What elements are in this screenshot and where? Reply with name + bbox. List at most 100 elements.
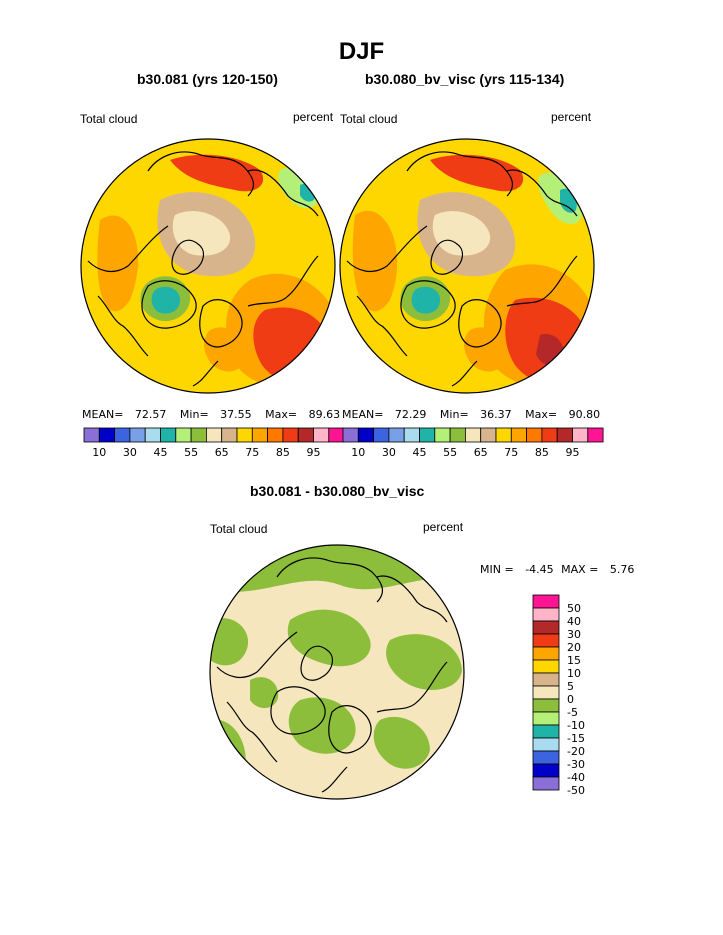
panel3-min-value: -4.45: [525, 563, 554, 576]
panel1-mean-value: 72.57: [134, 408, 167, 421]
panel2-colorbar-tick-label: 85: [535, 446, 549, 459]
difference-colorbar-swatch: [532, 750, 560, 765]
panel2-colorbar-swatch: [526, 427, 543, 443]
panel2-colorbar-tick-label: 45: [413, 446, 427, 459]
panel2-colorbar-swatch: [587, 427, 604, 443]
panel2-colorbar-swatch: [541, 427, 558, 443]
panel1-colorbar-tick-label: 10: [92, 446, 106, 459]
panel3-stats: MIN = -4.45 MAX = 5.76: [480, 563, 634, 576]
panel2-colorbar-swatch: [572, 427, 589, 443]
panel3-max-label: MAX =: [561, 563, 599, 576]
panel1-min-value: 37.55: [220, 408, 252, 421]
difference-colorbar-swatch: [532, 607, 560, 622]
panel2-colorbar-swatch: [373, 427, 390, 443]
difference-colorbar-tick-label: 0: [567, 693, 574, 706]
panel2-colorbar: 10 30 45 55 65 75 85 95: [342, 427, 604, 459]
panel1-mean-label: MEAN=: [82, 408, 124, 421]
panel2-mean-label: MEAN=: [342, 408, 384, 421]
panel3-left-label: Total cloud: [210, 522, 268, 536]
difference-colorbar-swatch: [532, 763, 560, 778]
difference-colorbar-swatch: [532, 620, 560, 635]
panel2-colorbar-swatch: [434, 427, 451, 443]
panel1-max-label: Max=: [265, 408, 298, 421]
difference-colorbar-tick-label: -10: [567, 719, 585, 732]
panel2-colorbar-swatch: [342, 427, 359, 443]
difference-title: b30.081 - b30.080_bv_visc: [250, 483, 425, 499]
panel1-colorbar-swatch: [236, 427, 253, 443]
panel1-colorbar-swatch: [175, 427, 192, 443]
panel1-min-label: Min=: [179, 408, 209, 421]
panel1-colorbar-swatch: [114, 427, 131, 443]
panel1-map-border: [80, 138, 336, 394]
panel1-max-value: 89.63: [308, 408, 341, 421]
panel2-colorbar-swatch: [480, 427, 497, 443]
difference-colorbar-swatch: [532, 776, 560, 791]
panel1-colorbar-swatch: [129, 427, 146, 443]
panel1-colorbar-swatch: [251, 427, 269, 443]
difference-colorbar-swatch: [532, 659, 560, 674]
panel2-colorbar-tick-label: 95: [566, 446, 580, 459]
panel2-map-border: [339, 138, 595, 394]
panel1-left-label: Total cloud: [80, 112, 138, 126]
difference-colorbar-swatch: [532, 594, 560, 609]
panel1-stats: MEAN= 72.57 Min= 37.55 Max= 89.63: [82, 408, 340, 421]
panel2-colorbar-tick-label: 30: [382, 446, 396, 459]
panel2-colorbar-swatch: [403, 427, 420, 443]
panel2-stats: MEAN= 72.29 Min= 36.37 Max= 90.80: [342, 408, 600, 421]
panel3-max-value: 5.76: [609, 563, 635, 576]
panel3-right-label: percent: [423, 520, 464, 534]
panel1-colorbar-swatch: [267, 427, 284, 443]
panel2-max-label: Max=: [525, 408, 558, 421]
panel1-title: b30.081 (yrs 120-150): [137, 71, 278, 87]
panel2-colorbar-tick-label: 10: [351, 446, 365, 459]
difference-colorbar-tick-label: -15: [567, 732, 585, 745]
panel2-colorbar-swatch: [449, 427, 466, 443]
panel2-colorbar-tick-label: 65: [474, 446, 488, 459]
panel1-colorbar-tick-label: 75: [245, 446, 259, 459]
difference-colorbar-tick-label: 30: [567, 628, 581, 641]
panel1-colorbar-swatch: [328, 427, 345, 443]
panel2-mean-value: 72.29: [394, 408, 427, 421]
panel2-colorbar-swatch: [388, 427, 405, 443]
difference-colorbar-swatch: [532, 724, 560, 739]
figure-title: DJF: [338, 38, 385, 65]
panel1-colorbar-swatch: [221, 427, 238, 443]
panel1-colorbar-swatch: [282, 427, 299, 443]
panel2-colorbar-swatch: [556, 427, 573, 443]
panel2-min-value: 36.37: [480, 408, 512, 421]
panel2-left-label: Total cloud: [340, 112, 398, 126]
difference-colorbar-swatch: [532, 685, 560, 700]
panel1-colorbar-swatch: [205, 427, 223, 443]
panel2-colorbar-swatch: [464, 427, 482, 443]
difference-colorbar-tick-label: -30: [567, 758, 585, 771]
panel2-colorbar-swatch: [357, 427, 374, 443]
panel2-max-value: 90.80: [568, 408, 601, 421]
panel1-colorbar-tick-label: 45: [154, 446, 168, 459]
panel2-colorbar-tick-label: 75: [504, 446, 518, 459]
difference-colorbar-tick-label: -5: [567, 706, 578, 719]
panel1-colorbar-tick-label: 55: [184, 446, 198, 459]
panel3-min-label: MIN =: [480, 563, 514, 576]
difference-colorbar-swatch: [532, 646, 560, 661]
difference-colorbar-tick-label: 10: [567, 667, 581, 680]
difference-colorbar-tick-label: -20: [567, 745, 585, 758]
panel2-min-label: Min=: [439, 408, 469, 421]
difference-map-border: [209, 544, 465, 800]
panel2-right-label: percent: [551, 110, 592, 124]
difference-colorbar-swatch: [532, 711, 560, 726]
panel2-title: b30.080_bv_visc (yrs 115-134): [365, 71, 565, 87]
panel1-colorbar-tick-label: 30: [123, 446, 137, 459]
panel1-colorbar-tick-label: 85: [276, 446, 290, 459]
difference-colorbar-tick-label: -40: [567, 771, 585, 784]
difference-map: [210, 545, 464, 799]
difference-colorbar-tick-label: 40: [567, 615, 581, 628]
panel1-right-label: percent: [293, 110, 334, 124]
panel1-colorbar-swatch: [83, 427, 100, 443]
panel1-colorbar-swatch: [144, 427, 161, 443]
difference-colorbar-tick-label: 20: [567, 641, 581, 654]
panel1-colorbar-swatch: [160, 427, 177, 443]
panel1-colorbar-swatch: [297, 427, 314, 443]
panel2-map: [340, 139, 594, 393]
